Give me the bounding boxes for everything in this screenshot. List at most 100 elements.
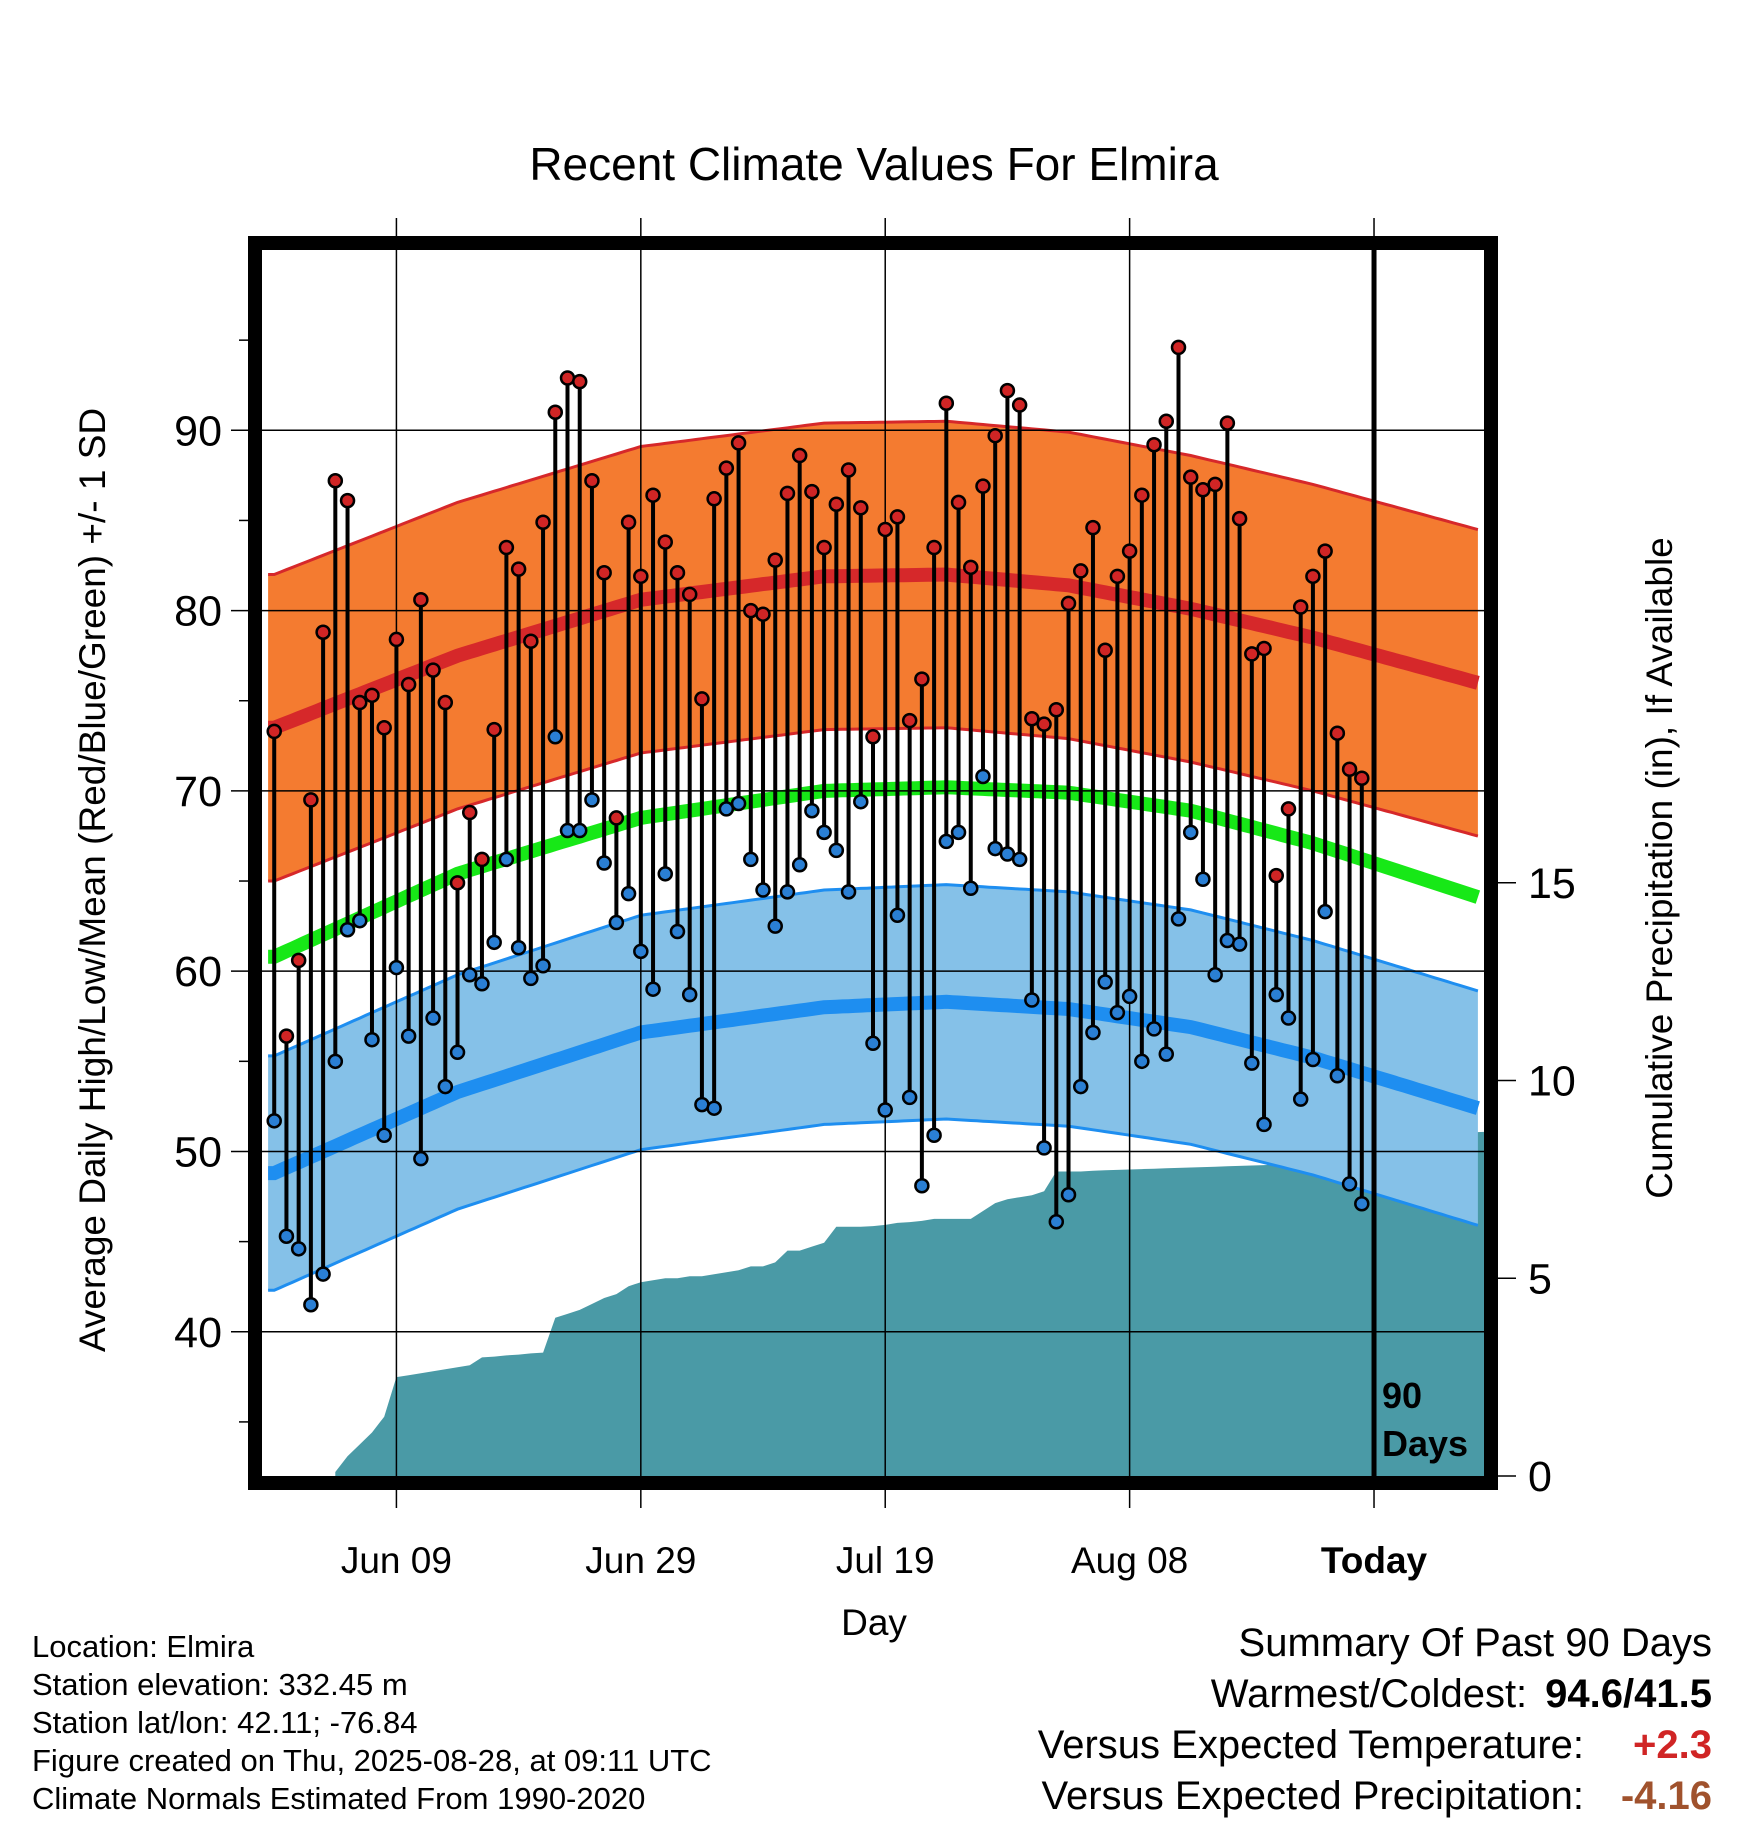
high-point [877,521,893,538]
high-point [791,447,808,464]
high-point [938,395,955,411]
high-point [1354,770,1370,787]
high-point [681,586,698,603]
high-point [1182,469,1199,485]
low-point [498,851,515,868]
low-point [376,1127,392,1143]
low-point [901,1089,918,1106]
high-point [1329,725,1346,741]
warmest-coldest-label: Warmest/Coldest: [1210,1672,1528,1716]
high-point [1072,563,1089,579]
low-point [1158,1046,1175,1062]
high-point [1024,711,1040,727]
low-point [804,802,820,819]
high-point [547,404,564,421]
low-point [963,880,979,896]
high-point [1060,595,1077,612]
high-point [840,462,857,478]
low-point [571,822,588,839]
high-point [1097,642,1113,659]
low-point [1060,1186,1077,1203]
temp-row: Versus Expected Temperature: +2.3 [1038,1720,1712,1771]
high-point [1011,397,1028,413]
high-point [889,509,906,525]
high-point [1170,339,1187,356]
high-point [584,473,600,489]
low-point [364,1031,380,1048]
low-point [352,912,368,929]
low-point [1341,1176,1358,1192]
low-point [1146,1021,1162,1037]
high-point [1244,646,1260,662]
low-point [877,1102,893,1118]
high-point [400,676,417,693]
y2-tick-label: 10 [1528,1058,1576,1106]
low-point [315,1266,331,1282]
high-point [571,373,588,390]
high-point [376,720,392,736]
low-point [767,918,783,934]
low-point [828,842,845,859]
today-label: 90 [1382,1375,1422,1416]
low-point [681,986,698,1003]
high-point [1036,716,1052,732]
plot-frame [248,236,1498,1490]
low-point [449,1044,466,1061]
high-point [1280,801,1297,817]
high-point [461,804,478,821]
low-point [1109,1004,1126,1021]
high-point [523,633,539,649]
warmest-coldest-row: Warmest/Coldest: 94.6/41.5 [1038,1669,1712,1720]
low-point [938,833,955,850]
high-point [1317,543,1333,559]
high-point [1231,510,1248,527]
high-point [1158,413,1175,430]
chart-title: Recent Climate Values For Elmira [529,138,1219,190]
y-tick-label: 50 [174,1128,222,1176]
high-point [645,487,661,503]
y2-tick-label: 0 [1528,1453,1552,1501]
warmest-coldest-value: 94.6/41.5 [1545,1672,1712,1716]
y-tick-label: 80 [174,588,222,636]
y2-tick-label: 5 [1528,1255,1552,1303]
low-point [474,976,490,992]
low-point [1207,967,1223,983]
low-point [1097,974,1113,990]
low-point [510,939,527,956]
low-point [1024,992,1040,1008]
high-point [486,721,502,738]
high-point [779,485,796,502]
low-point [816,824,832,841]
y-tick-label: 60 [174,948,222,996]
low-point [1317,903,1333,920]
y-axis-label: Average Daily High/Low/Mean (Red/Blue/Gr… [72,408,113,1352]
high-point [804,483,820,500]
high-point [694,691,710,707]
high-point [437,694,454,711]
low-point [950,824,967,841]
high-point [767,552,783,568]
low-point [669,923,686,940]
low-point [461,967,478,983]
high-point [1146,436,1162,453]
low-point [413,1150,429,1167]
low-point [1268,986,1285,1003]
low-normal-band-lower-edge [268,1117,1479,1292]
high-point [1195,482,1211,498]
low-point [1231,936,1248,952]
y-tick-label: 40 [174,1309,222,1357]
temp-label: Versus Expected Temperature: [1037,1723,1584,1767]
low-point [926,1127,942,1143]
y2-tick-label: 15 [1528,860,1576,908]
precip-row: Versus Expected Precipitation: -4.16 [1038,1771,1712,1822]
low-point [840,884,857,900]
low-point [523,970,539,987]
low-point [400,1028,417,1044]
low-point [1011,851,1028,868]
low-point [1305,1051,1321,1068]
low-point [657,866,674,882]
high-point [339,492,356,509]
station-info: Location: Elmira Station elevation: 332.… [32,1628,712,1818]
high-point [1268,867,1285,884]
precip-value: -4.16 [1620,1774,1712,1818]
